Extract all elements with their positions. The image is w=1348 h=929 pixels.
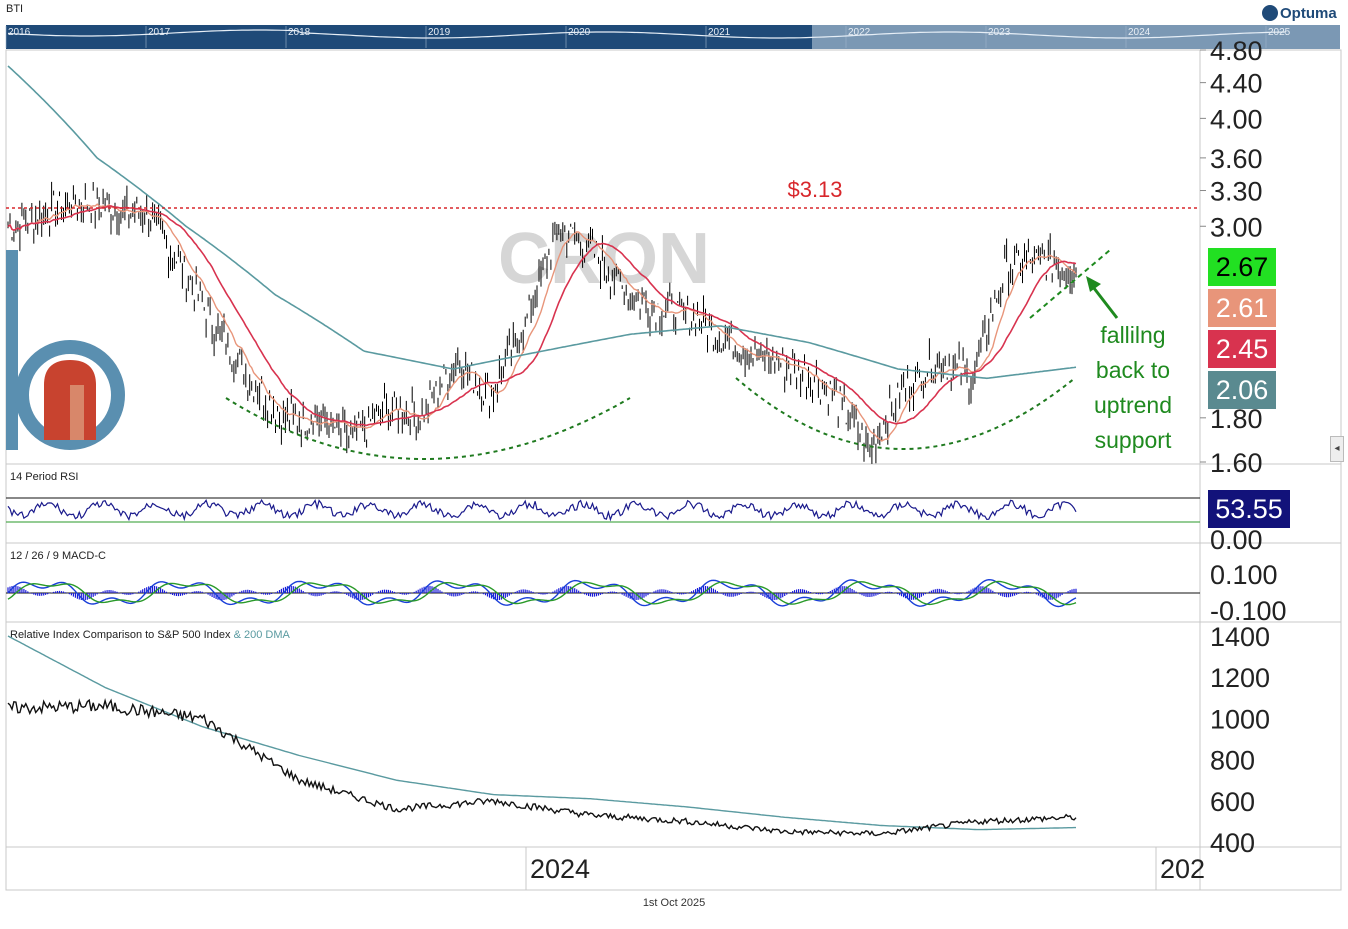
optuma-logo: Optuma — [1262, 5, 1337, 22]
navigator-year-label: 2016 — [8, 27, 31, 38]
price-axis-label: 4.80 — [1210, 36, 1263, 66]
price-axis-label: 4.40 — [1210, 69, 1263, 99]
optuma-icon — [1262, 5, 1278, 21]
resistance-label: $3.13 — [787, 177, 842, 202]
annotation-note-line: back to — [1096, 357, 1170, 383]
price-bars — [7, 181, 1077, 464]
badge-price: 2.67 — [1208, 248, 1276, 286]
macd-histogram — [7, 585, 1077, 601]
annotation-note-line: support — [1095, 427, 1172, 453]
relative-dma-line — [7, 635, 1076, 831]
rounding-bottom-arc-right — [735, 377, 1076, 450]
price-axis-label: 1.60 — [1210, 448, 1263, 478]
price-axis-label: 3.00 — [1210, 212, 1263, 242]
annotation-arrow-icon — [1086, 276, 1119, 319]
macd-signal-line — [7, 580, 1077, 606]
relative-axis-label: 800 — [1210, 746, 1255, 776]
navigator-year-label: 2021 — [708, 27, 731, 38]
macd-line — [7, 578, 1077, 608]
scroll-left-arrow-icon[interactable]: ◂ — [1330, 436, 1344, 462]
navigator-year-label: 2023 — [988, 27, 1011, 38]
moving-average-mid — [7, 205, 1077, 427]
relative-axis: 1400 1200 1000 800 600 400 — [1210, 622, 1270, 858]
badge-ma-mid: 2.45 — [1208, 330, 1276, 368]
macd-histogram-bars — [7, 585, 1077, 601]
macd-tick-upper: 0.100 — [1210, 560, 1278, 590]
price-axis-label: 3.30 — [1210, 177, 1263, 207]
macd-title: 12 / 26 / 9 MACD-C — [10, 550, 106, 562]
relative-axis-label: 1400 — [1210, 622, 1270, 652]
chart-date: 1st Oct 2025 — [642, 897, 706, 909]
moving-average-short — [7, 203, 1077, 442]
relative-axis-label: 600 — [1210, 787, 1255, 817]
xaxis-label-2025: 202 — [1160, 854, 1205, 884]
chart-frame — [5, 49, 1342, 891]
navigator-price-line — [7, 29, 1287, 39]
rsi-line — [7, 498, 1077, 522]
macd-tick-lower: -0.100 — [1210, 596, 1287, 626]
price-panel — [7, 65, 1077, 464]
badge-ma-short: 2.61 — [1208, 289, 1276, 327]
badge-ma-long: 2.06 — [1208, 371, 1276, 409]
annotation-note-line: uptrend — [1094, 392, 1172, 418]
price-axis-label: 3.60 — [1210, 144, 1263, 174]
rounding-bottom-arc-left — [225, 397, 631, 460]
relative-axis-label: 400 — [1210, 828, 1255, 858]
rsi-axis-tick: 0.00 — [1210, 525, 1263, 555]
rsi-title: 14 Period RSI — [10, 471, 78, 483]
navigator-year-label: 2022 — [848, 27, 871, 38]
relative-axis-label: 1200 — [1210, 663, 1270, 693]
price-axis-label: 4.00 — [1210, 104, 1263, 134]
moving-average-long — [7, 65, 1077, 380]
xaxis-label-2024: 2024 — [530, 854, 590, 884]
relative-axis-label: 1000 — [1210, 704, 1270, 734]
navigator-year-label: 2024 — [1128, 27, 1151, 38]
annotation-note-line: fallilng — [1100, 322, 1165, 348]
ticker-label: BTI — [6, 3, 24, 15]
navigator-year-label: 2019 — [428, 27, 451, 38]
brand-logo-icon — [6, 250, 125, 450]
navigator-year-label: 2017 — [148, 27, 171, 38]
relative-line — [7, 698, 1077, 837]
annotation-note: fallilng back to uptrend support — [1094, 322, 1172, 453]
price-axis: 4.804.404.003.603.303.001.801.60 — [1200, 36, 1263, 478]
relative-title: Relative Index Comparison to S&P 500 Ind… — [10, 629, 291, 641]
navigator-range-selected[interactable] — [6, 25, 812, 49]
optuma-brand-text: Optuma — [1280, 5, 1337, 22]
badge-rsi: 53.55 — [1208, 490, 1290, 528]
